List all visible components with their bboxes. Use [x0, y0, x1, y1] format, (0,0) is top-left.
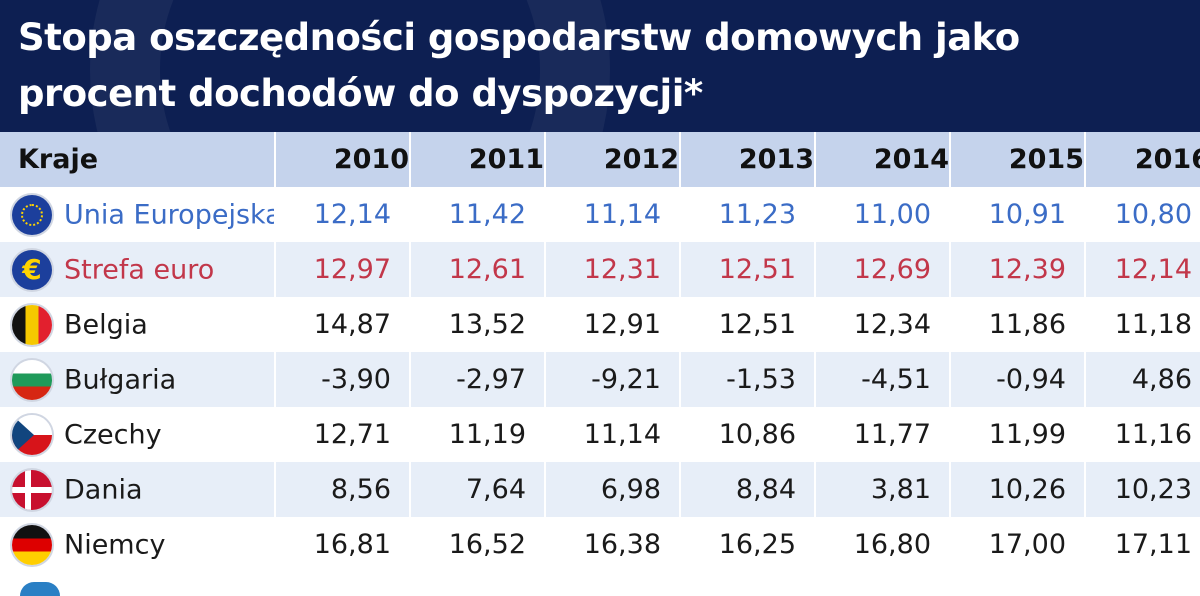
table-cell: -4,51 — [814, 352, 950, 407]
table-row: Bułgaria -3,90 -2,97 -9,21 -1,53 -4,51 -… — [0, 352, 1200, 407]
row-country-cell: Dania — [0, 462, 275, 517]
table-cell: 17,11 — [1084, 517, 1200, 572]
row-country-cell: Belgia — [0, 297, 275, 352]
table-row: Belgia 14,87 13,52 12,91 12,51 12,34 11,… — [0, 297, 1200, 352]
table-cell: 11,14 — [544, 407, 680, 462]
table-cell: 6,98 — [544, 462, 680, 517]
czech-flag-icon — [12, 414, 52, 455]
table-cell: 8,84 — [679, 462, 815, 517]
country-label: Belgia — [64, 309, 148, 340]
table-cell: -1,53 — [679, 352, 815, 407]
table-cell: 12,51 — [679, 297, 815, 352]
table-header-row: Kraje 2010 2011 2012 2013 2014 2015 2016 — [0, 132, 1200, 187]
germany-flag-icon — [12, 524, 52, 565]
row-country-cell: Unia Europejska — [0, 187, 275, 242]
table-cell: 11,99 — [949, 407, 1085, 462]
table-cell: -9,21 — [544, 352, 680, 407]
table-cell: 10,91 — [949, 187, 1085, 242]
country-label: Dania — [64, 474, 143, 505]
table-cell: 10,86 — [679, 407, 815, 462]
partial-flag-icon — [20, 582, 60, 596]
table-cell: 11,19 — [409, 407, 545, 462]
column-header-year: 2016 — [1084, 132, 1200, 187]
savings-rate-table: Kraje 2010 2011 2012 2013 2014 2015 2016… — [0, 132, 1200, 572]
table-cell: 17,00 — [949, 517, 1085, 572]
country-label: Niemcy — [64, 529, 166, 560]
column-header-year: 2013 — [679, 132, 815, 187]
column-header-year: 2012 — [544, 132, 680, 187]
column-header-year: 2010 — [274, 132, 410, 187]
table-row: Niemcy 16,81 16,52 16,38 16,25 16,80 17,… — [0, 517, 1200, 572]
table-row: Dania 8,56 7,64 6,98 8,84 3,81 10,26 10,… — [0, 462, 1200, 517]
table-cell: 7,64 — [409, 462, 545, 517]
column-header-year: 2015 — [949, 132, 1085, 187]
table-row: Unia Europejska 12,14 11,42 11,14 11,23 … — [0, 187, 1200, 242]
row-country-cell: Czechy — [0, 407, 275, 462]
bulgaria-flag-icon — [12, 359, 52, 400]
table-cell: 12,14 — [274, 187, 410, 242]
table-cell: 4,86 — [1084, 352, 1200, 407]
country-label: Unia Europejska — [64, 199, 275, 230]
table-cell: 10,80 — [1084, 187, 1200, 242]
table-cell: 12,69 — [814, 242, 950, 297]
table-cell: 11,77 — [814, 407, 950, 462]
eu-flag-icon — [12, 194, 52, 235]
table-cell: -0,94 — [949, 352, 1085, 407]
table-cell: 8,56 — [274, 462, 410, 517]
table-cell: 12,39 — [949, 242, 1085, 297]
table-cell: 11,18 — [1084, 297, 1200, 352]
table-row: Czechy 12,71 11,19 11,14 10,86 11,77 11,… — [0, 407, 1200, 462]
table-cell: 11,14 — [544, 187, 680, 242]
row-country-cell: € Strefa euro — [0, 242, 275, 297]
country-label: Bułgaria — [64, 364, 177, 395]
row-country-cell: Bułgaria — [0, 352, 275, 407]
table-cell: 11,86 — [949, 297, 1085, 352]
table-cell: 13,52 — [409, 297, 545, 352]
chart-title: Stopa oszczędności gospodarstw domowych … — [18, 16, 1020, 115]
row-country-cell: Niemcy — [0, 517, 275, 572]
table-cell: -2,97 — [409, 352, 545, 407]
table-cell: 12,14 — [1084, 242, 1200, 297]
table-cell: 16,81 — [274, 517, 410, 572]
column-header-countries: Kraje — [18, 144, 99, 175]
table-cell: 12,31 — [544, 242, 680, 297]
table-cell: 14,87 — [274, 297, 410, 352]
column-header-year: 2014 — [814, 132, 950, 187]
table-cell: 11,00 — [814, 187, 950, 242]
euro-icon: € — [12, 249, 52, 290]
table-cell: 12,71 — [274, 407, 410, 462]
decorative-circle — [90, 0, 610, 132]
column-header-year: 2011 — [409, 132, 545, 187]
chart-header: Stopa oszczędności gospodarstw domowych … — [0, 0, 1200, 132]
table-cell: 16,25 — [679, 517, 815, 572]
table-cell: 16,52 — [409, 517, 545, 572]
table-cell: 12,97 — [274, 242, 410, 297]
country-label: Czechy — [64, 419, 162, 450]
table-row: € Strefa euro 12,97 12,61 12,31 12,51 12,… — [0, 242, 1200, 297]
table-cell: 10,23 — [1084, 462, 1200, 517]
denmark-flag-icon — [12, 469, 52, 510]
table-cell: 10,26 — [949, 462, 1085, 517]
cut-off-next-row — [0, 582, 1200, 596]
table-cell: 16,38 — [544, 517, 680, 572]
table-cell: 12,61 — [409, 242, 545, 297]
table-cell: 16,80 — [814, 517, 950, 572]
table-cell: 11,42 — [409, 187, 545, 242]
table-cell: 12,34 — [814, 297, 950, 352]
country-label: Strefa euro — [64, 254, 215, 285]
table-cell: 3,81 — [814, 462, 950, 517]
table-cell: 12,91 — [544, 297, 680, 352]
table-cell: -3,90 — [274, 352, 410, 407]
table-cell: 11,16 — [1084, 407, 1200, 462]
belgium-flag-icon — [12, 304, 52, 345]
table-cell: 12,51 — [679, 242, 815, 297]
table-cell: 11,23 — [679, 187, 815, 242]
